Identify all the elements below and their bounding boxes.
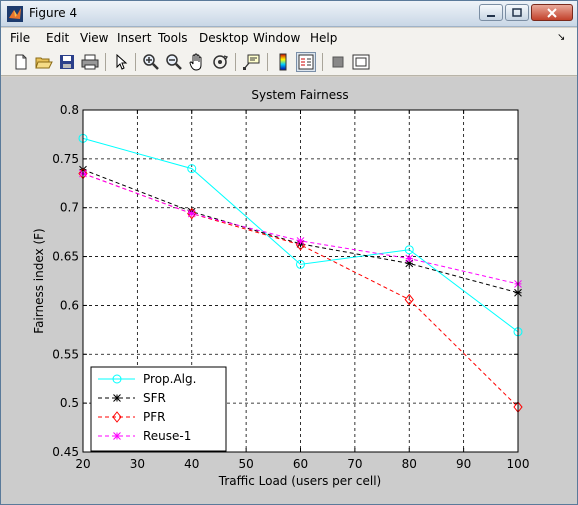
legend-marker <box>112 374 122 384</box>
show-plot-tools-button[interactable] <box>351 52 371 72</box>
insert-legend-icon <box>298 54 314 70</box>
figure-canvas[interactable]: 20 30 40 50 60 70 80 90 100 0.45 0.5 0.55 0.6 0.65 0.7… <box>1 77 577 504</box>
data-cursor-icon <box>243 54 260 70</box>
toolbar <box>1 48 577 76</box>
y-tick-label: 0.5 <box>60 396 79 410</box>
rotate-3d-button[interactable] <box>210 52 230 72</box>
show-plot-tools-icon <box>352 54 370 70</box>
plot-svg[interactable]: 20 30 40 50 60 70 80 90 100 0.45 0.5 0.55 0.6 0.65 0.7… <box>1 77 577 504</box>
data-point <box>405 254 414 263</box>
save-button[interactable] <box>57 52 77 72</box>
print-button[interactable] <box>80 52 100 72</box>
menu-insert[interactable]: Insert <box>117 31 152 45</box>
legend-marker <box>113 432 121 440</box>
x-tick-label: 50 <box>238 457 253 471</box>
open-file-icon <box>35 57 53 69</box>
legend-label: Prop.Alg. <box>143 372 196 386</box>
rotate-3d-icon <box>213 55 229 69</box>
x-tick-label: 60 <box>293 457 308 471</box>
zoom-in-button[interactable] <box>141 52 161 72</box>
legend-label: SFR <box>143 391 166 405</box>
x-tick-label: 30 <box>130 457 145 471</box>
menu-file[interactable]: File <box>10 31 31 45</box>
edit-plot-arrow-icon <box>116 54 128 70</box>
data-point <box>404 245 414 255</box>
legend-label: Reuse-1 <box>143 429 191 443</box>
maximize-icon <box>512 8 522 17</box>
insert-colorbar-icon <box>279 53 287 71</box>
menu-window[interactable]: Window <box>253 31 301 45</box>
pan-button[interactable] <box>187 52 207 72</box>
y-tick-label: 0.8 <box>60 103 79 117</box>
y-tick-label: 0.7 <box>60 201 79 215</box>
data-point <box>296 259 305 269</box>
menu-help[interactable]: Help <box>310 31 338 45</box>
data-point <box>296 237 305 245</box>
x-tick-label: 40 <box>184 457 199 471</box>
toolbar-separator <box>267 53 268 71</box>
data-cursor-button[interactable] <box>241 52 261 72</box>
edit-plot-button[interactable] <box>111 52 131 72</box>
x-tick-label: 100 <box>507 457 530 471</box>
minimize-button[interactable] <box>479 4 503 21</box>
data-point <box>187 209 196 218</box>
window-title: Figure 4 <box>29 6 78 20</box>
maximize-button[interactable] <box>505 4 529 21</box>
series-line <box>82 137 519 333</box>
x-tick-label: 20 <box>75 457 90 471</box>
y-tick-label: 0.65 <box>52 250 79 264</box>
legend-label: PFR <box>143 410 165 424</box>
menu-view[interactable]: View <box>80 31 109 45</box>
title-bar: Figure 4 <box>1 1 577 27</box>
legend-marker <box>113 394 121 402</box>
toolbar-separator <box>235 53 236 71</box>
insert-legend-button[interactable] <box>296 52 316 72</box>
menu-bar: File Edit View Insert Tools Desktop Wind… <box>1 28 577 48</box>
toolbar-separator <box>135 53 136 71</box>
menu-desktop[interactable]: Desktop <box>199 31 249 45</box>
axes-box <box>82 109 519 453</box>
y-tick-label: 0.45 <box>52 445 79 459</box>
x-tick-label: 70 <box>347 457 362 471</box>
x-tick-label: 90 <box>456 457 471 471</box>
close-icon <box>547 7 557 18</box>
toolbar-separator <box>322 53 323 71</box>
data-point <box>187 207 197 220</box>
y-tick-label: 0.75 <box>52 152 79 166</box>
hide-plot-tools-icon <box>332 56 344 68</box>
toolbar-separator <box>105 53 106 71</box>
matlab-logo-icon <box>7 6 23 22</box>
zoom-out-icon <box>166 54 182 70</box>
data-point <box>404 293 414 306</box>
y-tick-label: 0.55 <box>52 347 79 361</box>
hide-plot-tools-button[interactable] <box>328 52 348 72</box>
menu-tools[interactable]: Tools <box>158 31 188 45</box>
series-line <box>82 169 519 294</box>
save-icon <box>60 55 74 69</box>
series-line <box>82 173 519 285</box>
open-file-button[interactable] <box>34 52 54 72</box>
print-icon <box>81 54 99 70</box>
legend-marker <box>112 411 122 423</box>
new-figure-icon <box>15 54 27 70</box>
insert-colorbar-button[interactable] <box>273 52 293 72</box>
dock-arrow-icon[interactable]: ↘ <box>557 32 566 43</box>
legend[interactable]: Prop.Alg. SFR PFR Reuse-1 <box>90 366 227 452</box>
data-point <box>187 164 197 174</box>
chart-title: System Fairness <box>251 88 348 102</box>
new-figure-button[interactable] <box>11 52 31 72</box>
x-axis-label: Traffic Load (users per cell) <box>218 474 381 488</box>
menu-edit[interactable]: Edit <box>46 31 70 45</box>
y-tick-label: 0.6 <box>60 298 79 312</box>
pan-hand-icon <box>189 53 202 71</box>
zoom-out-button[interactable] <box>164 52 184 72</box>
data-point <box>405 259 414 268</box>
minimize-icon <box>487 14 495 17</box>
zoom-in-icon <box>143 54 159 70</box>
x-tick-label: 80 <box>402 457 417 471</box>
y-axis-label: Fairness index (F) <box>32 228 46 333</box>
close-button[interactable] <box>531 4 573 21</box>
